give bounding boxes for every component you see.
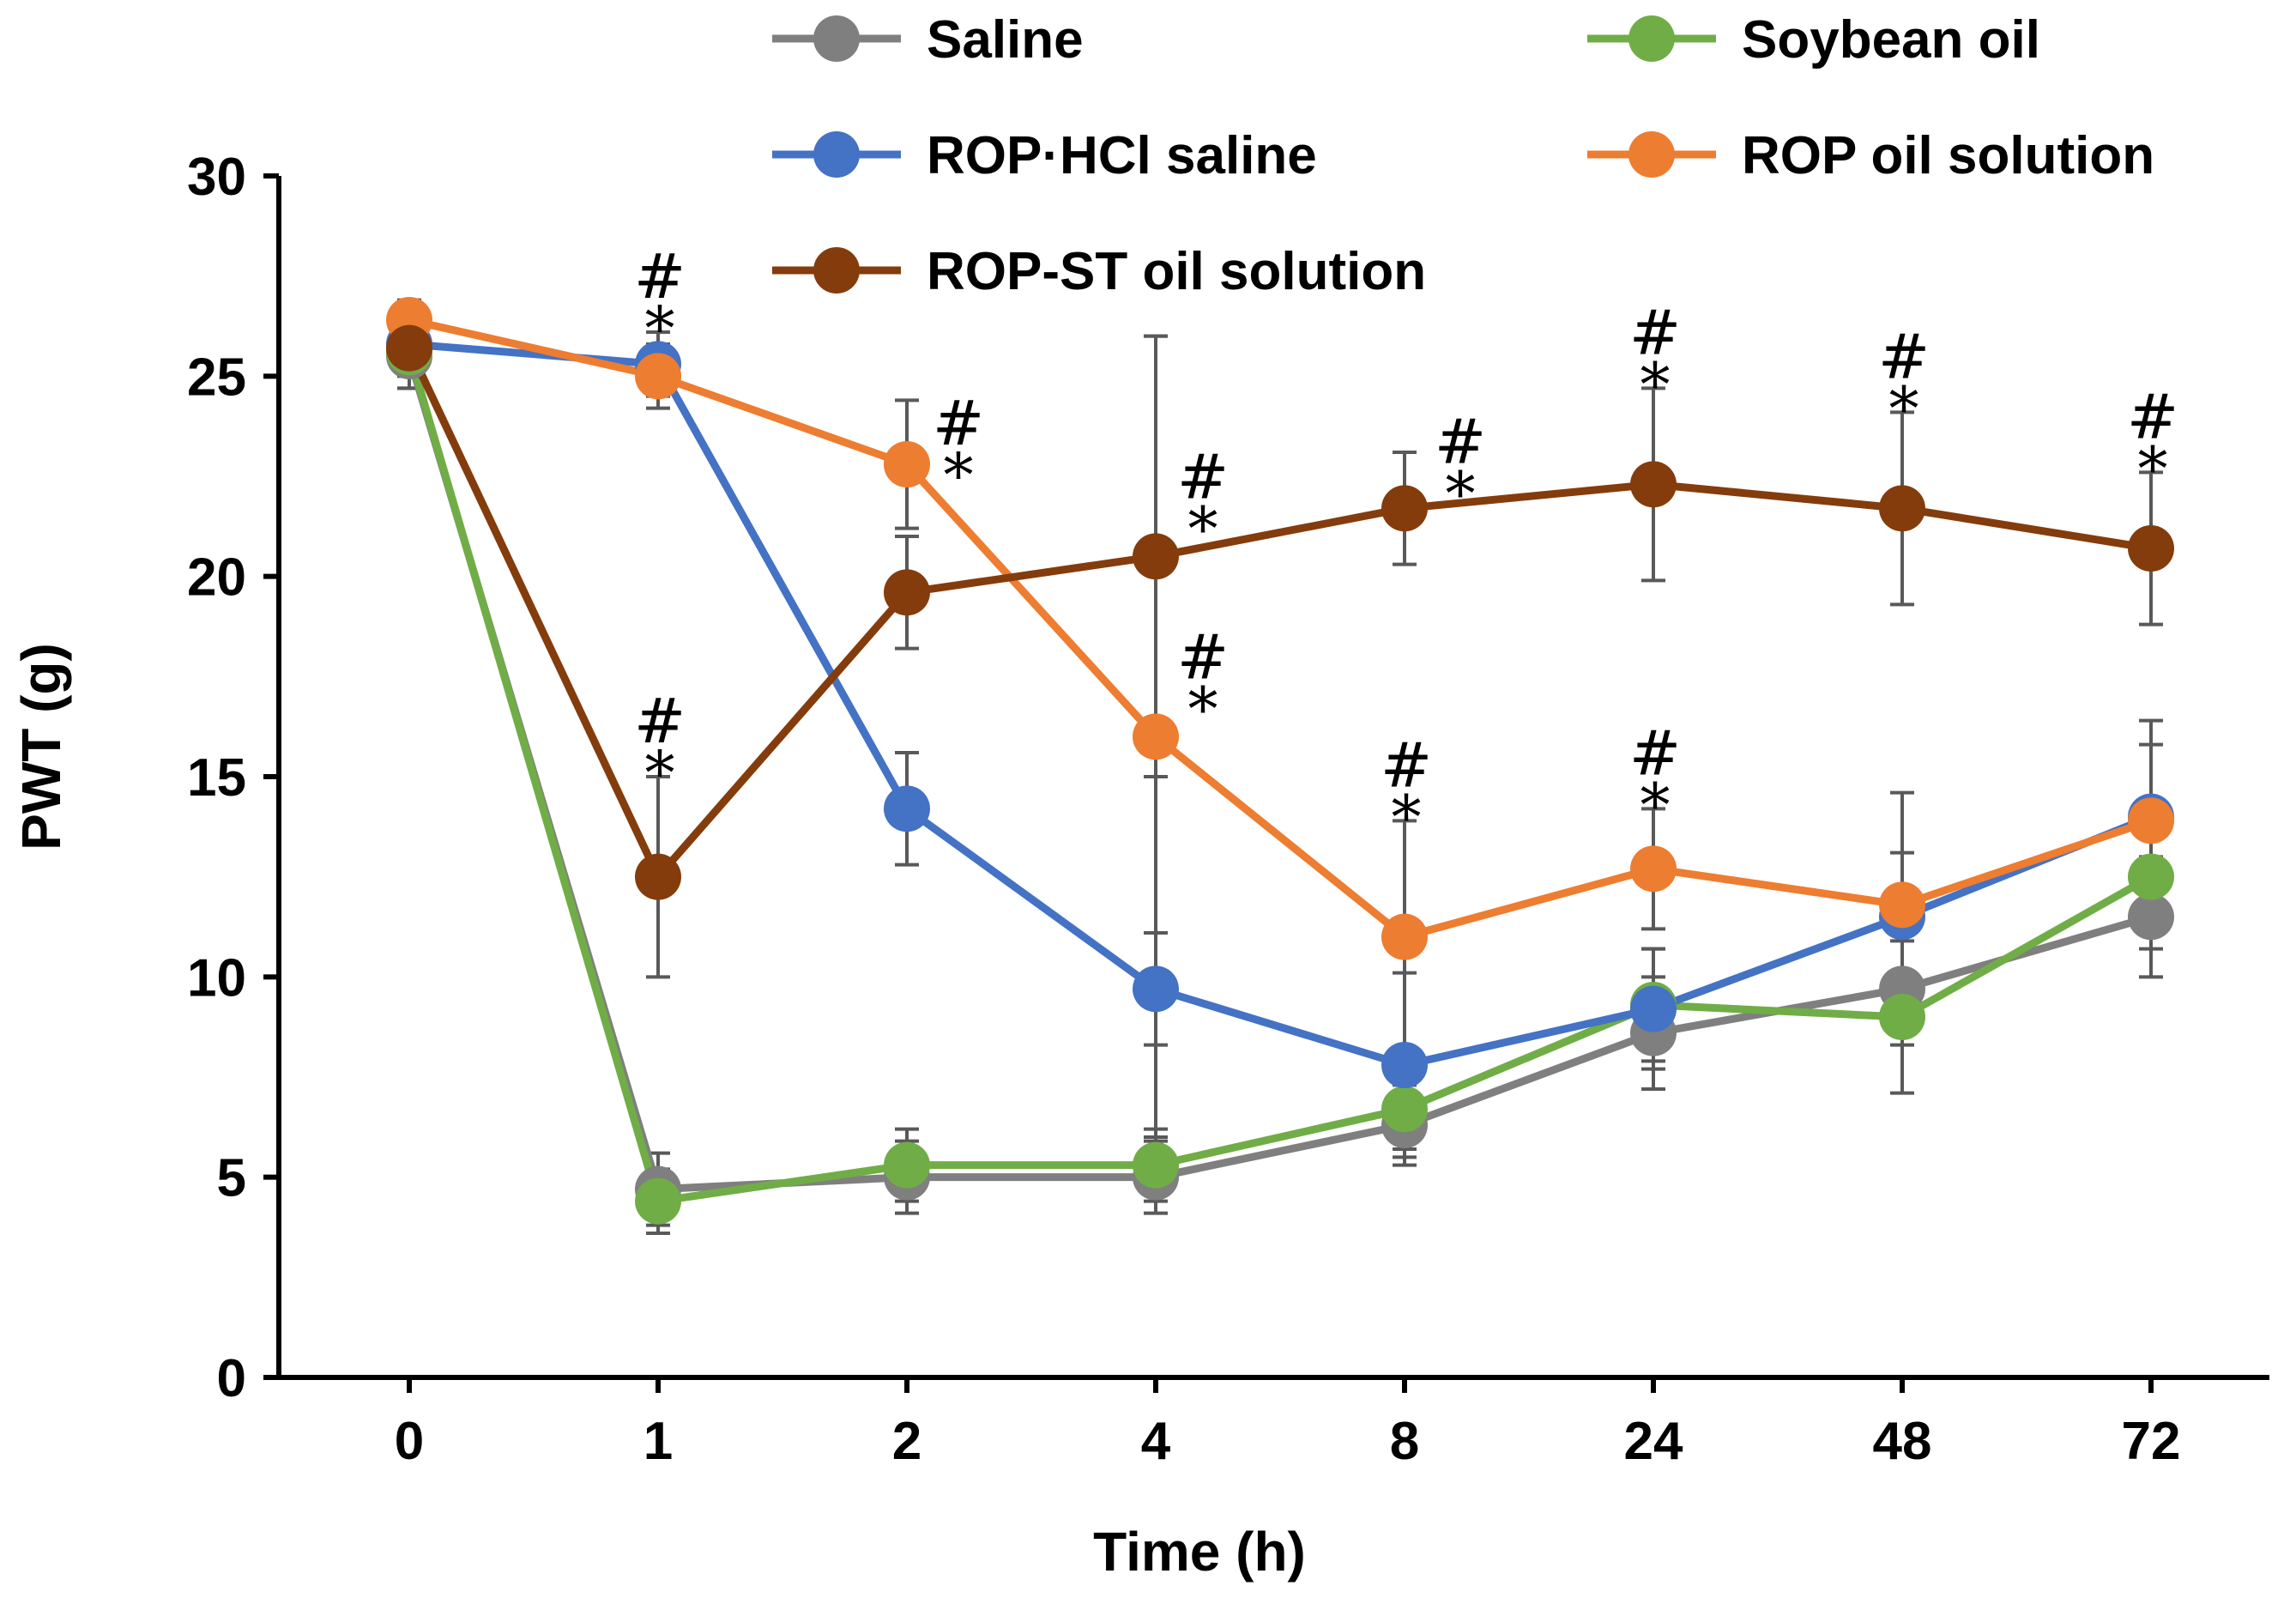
data-point	[2128, 525, 2174, 572]
data-point	[884, 441, 930, 487]
data-point	[635, 853, 681, 900]
y-tick-label: 25	[187, 348, 246, 407]
legend-swatch-marker	[1628, 15, 1675, 62]
series-line	[405, 354, 2153, 1194]
x-tick-label: 1	[643, 1412, 673, 1471]
significance-hash: #	[2127, 380, 2178, 452]
significance-hash: #	[1629, 717, 1681, 789]
data-point	[884, 785, 930, 832]
significance-hash: #	[933, 387, 984, 459]
significance-hash: #	[1878, 320, 1930, 392]
significance-star: *	[1188, 493, 1218, 564]
significance-star: *	[1889, 373, 1919, 444]
data-point	[1630, 985, 1677, 1032]
legend-label: Soybean oil	[1742, 10, 2040, 70]
data-point	[1381, 913, 1428, 960]
x-tick-label: 48	[1873, 1412, 1932, 1471]
significance-star: *	[645, 738, 675, 808]
legend-label: Saline	[927, 10, 1084, 70]
data-point	[1879, 485, 1925, 532]
x-tick-label: 8	[1390, 1412, 1419, 1471]
series-line	[405, 346, 2152, 881]
significance-star: *	[2138, 433, 2168, 504]
significance-hash: #	[1629, 296, 1681, 368]
data-point	[1381, 1086, 1428, 1133]
data-point	[1879, 994, 1925, 1040]
x-tick-label: 2	[892, 1412, 921, 1471]
data-point	[2128, 797, 2174, 844]
data-point	[635, 353, 681, 400]
data-point	[884, 1141, 930, 1189]
x-tick-label: 0	[395, 1412, 424, 1471]
significance-star: *	[1392, 782, 1422, 852]
legend-swatch-marker	[813, 247, 860, 294]
legend-swatch-marker	[1628, 131, 1675, 178]
legend-swatch-marker	[813, 15, 860, 62]
data-point	[1630, 461, 1677, 508]
x-tick-label: 24	[1624, 1412, 1683, 1471]
data-point	[1879, 881, 1925, 929]
significance-hash: #	[634, 240, 686, 312]
significance-annotations: *#*#*#*#*#*#*#*#*#*#*#	[634, 240, 2178, 852]
significance-star: *	[645, 294, 675, 364]
y-tick-label: 0	[217, 1349, 246, 1408]
significance-hash: #	[1177, 440, 1229, 512]
significance-hash: #	[1177, 620, 1229, 693]
y-axis-label: PWT (g)	[10, 643, 72, 850]
y-tick-label: 5	[217, 1149, 246, 1208]
series-line	[405, 351, 2154, 1206]
data-points	[386, 297, 2174, 1225]
significance-hash: #	[1435, 405, 1486, 477]
significance-star: *	[1640, 770, 1671, 840]
legend: Saline Soybean oil ROP·HCl saline ROP oil s…	[772, 10, 2154, 301]
y-tick-label: 20	[187, 548, 246, 608]
significance-hash: #	[1381, 729, 1432, 801]
data-point	[2128, 893, 2174, 941]
data-point	[1133, 713, 1179, 760]
data-point	[1381, 485, 1428, 532]
data-point	[1381, 1042, 1428, 1088]
x-tick-label: 72	[2122, 1412, 2181, 1471]
x-axis-label: Time (h)	[1093, 1521, 1306, 1583]
x-tick-label: 4	[1141, 1412, 1171, 1471]
significance-star: *	[1640, 349, 1671, 420]
data-point	[386, 324, 432, 372]
y-tick-label: 10	[187, 948, 246, 1008]
series-line	[408, 340, 2153, 1069]
y-tick-label: 15	[187, 748, 246, 808]
legend-label: ROP oil solution	[1742, 126, 2154, 185]
significance-hash: #	[634, 685, 686, 757]
y-tick-label: 30	[187, 148, 246, 207]
legend-label: ROP-ST oil solution	[927, 242, 1426, 301]
significance-star: *	[944, 440, 974, 511]
data-point	[1630, 845, 1677, 893]
data-point	[1133, 965, 1179, 1013]
significance-star: *	[1188, 674, 1218, 744]
series-lines	[405, 316, 2154, 1206]
data-point	[884, 569, 930, 616]
legend-swatch-marker	[813, 131, 860, 178]
significance-star: *	[1446, 458, 1476, 529]
data-point	[1133, 1141, 1179, 1189]
legend-label: ROP·HCl saline	[927, 126, 1317, 185]
series-line	[408, 316, 2153, 941]
data-point	[2128, 853, 2174, 900]
data-point	[635, 1177, 681, 1225]
data-point	[1133, 533, 1179, 580]
